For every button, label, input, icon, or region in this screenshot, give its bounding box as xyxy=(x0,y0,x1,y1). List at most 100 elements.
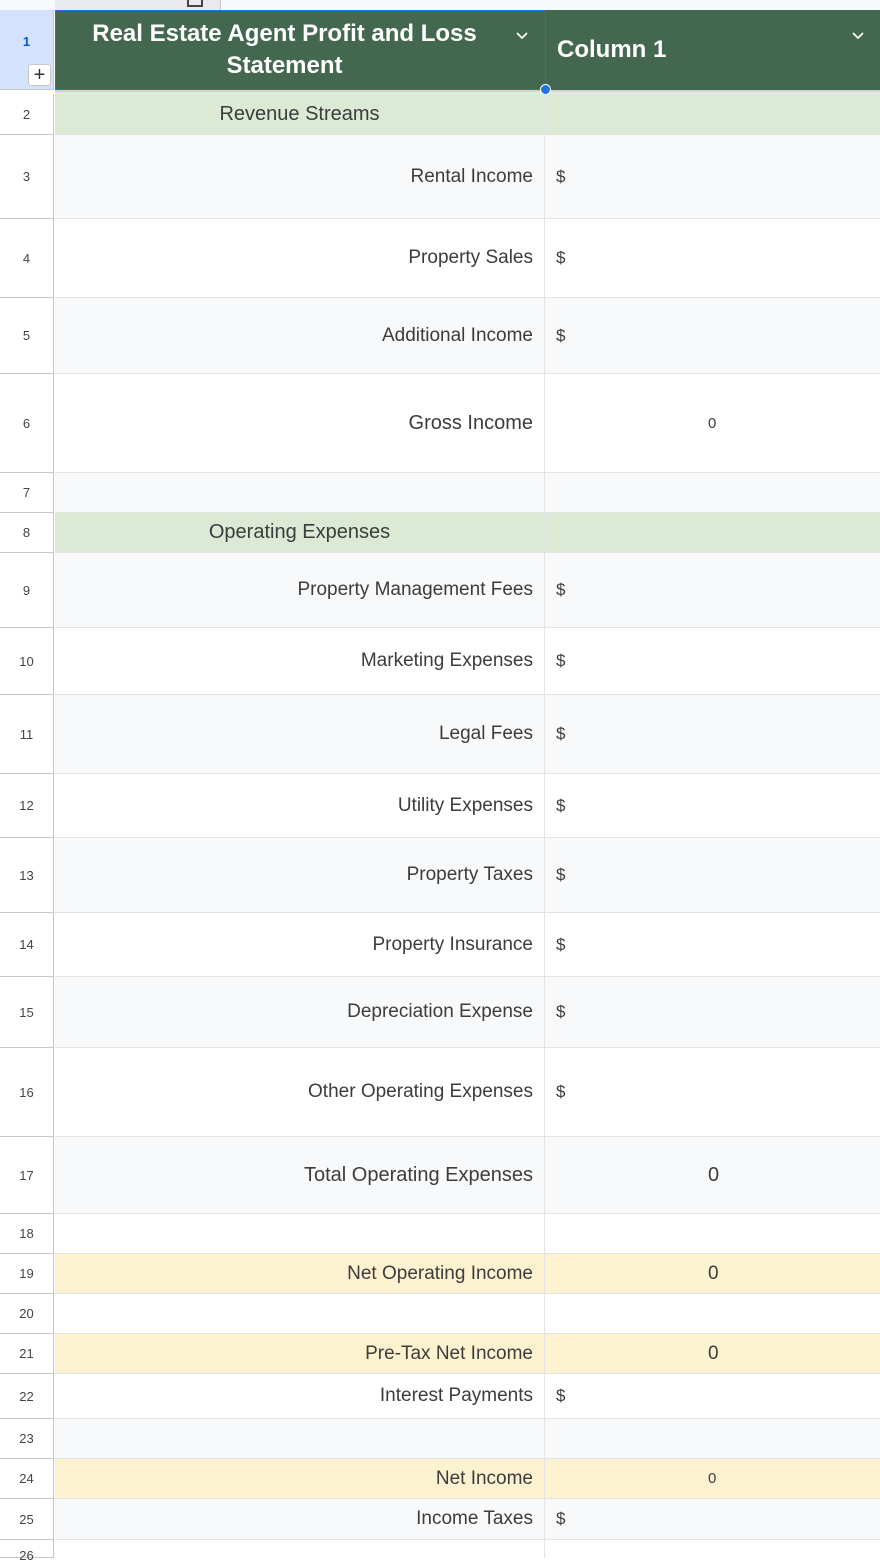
row-number: 26 xyxy=(19,1548,34,1563)
label-cell[interactable]: Interest Payments xyxy=(55,1374,545,1419)
row-number: 7 xyxy=(22,485,31,500)
value-cell[interactable]: $ xyxy=(545,1048,880,1137)
label-cell[interactable]: Property Taxes xyxy=(55,838,545,913)
row-header-20[interactable]: 20 xyxy=(0,1294,54,1334)
value-cell[interactable] xyxy=(545,513,880,553)
empty-cell[interactable] xyxy=(55,1214,545,1254)
value-cell[interactable]: 0 xyxy=(545,1334,880,1374)
row-header-1[interactable]: 1 xyxy=(0,10,54,90)
row-header-4[interactable]: 4 xyxy=(0,219,54,298)
row-header-17[interactable]: 17 xyxy=(0,1137,54,1214)
value-cell[interactable]: 0 xyxy=(545,1137,880,1214)
empty-cell[interactable] xyxy=(55,1294,545,1334)
label-cell[interactable]: Income Taxes xyxy=(55,1499,545,1540)
toolbar-tab-icon[interactable] xyxy=(165,0,221,10)
tray-icon xyxy=(187,0,203,7)
label-cell[interactable]: Legal Fees xyxy=(55,695,545,774)
empty-cell[interactable] xyxy=(545,1540,880,1558)
label-cell[interactable]: Marketing Expenses xyxy=(55,628,545,695)
row-header-11[interactable]: 11 xyxy=(0,695,54,774)
row-header-16[interactable]: 16 xyxy=(0,1048,54,1137)
label-cell[interactable]: Additional Income xyxy=(55,298,545,374)
label-cell[interactable]: Property Insurance xyxy=(55,913,545,977)
label-cell[interactable]: Property Management Fees xyxy=(55,553,545,628)
line-item-label: Legal Fees xyxy=(438,723,533,744)
label-cell[interactable]: Pre-Tax Net Income xyxy=(55,1334,545,1374)
value-cell[interactable]: $ xyxy=(545,553,880,628)
toolbar-tab[interactable] xyxy=(55,0,166,10)
label-cell[interactable]: Net Income xyxy=(55,1459,545,1499)
column-a-header[interactable]: Real Estate Agent Profit and Loss Statem… xyxy=(55,10,546,90)
row-header-3[interactable]: 3 xyxy=(0,135,54,219)
column-b-header[interactable]: Column 1 xyxy=(546,10,880,90)
value-cell[interactable]: 0 xyxy=(545,374,880,473)
label-cell[interactable]: Depreciation Expense xyxy=(55,977,545,1048)
value-cell[interactable] xyxy=(545,94,880,135)
empty-cell[interactable] xyxy=(545,1419,880,1459)
row-header-26[interactable]: 26 xyxy=(0,1540,54,1563)
row-header-25[interactable]: 25 xyxy=(0,1499,54,1540)
row-header-5[interactable]: 5 xyxy=(0,298,54,374)
row-number: 1 xyxy=(22,34,31,49)
column-b-title: Column 1 xyxy=(557,36,667,63)
row-header-13[interactable]: 13 xyxy=(0,838,54,913)
value-cell[interactable]: $ xyxy=(545,838,880,913)
row-header-10[interactable]: 10 xyxy=(0,628,54,695)
chevron-down-icon[interactable] xyxy=(852,32,864,42)
section-title-cell[interactable]: Revenue Streams xyxy=(55,94,545,135)
empty-cell[interactable] xyxy=(55,1540,545,1558)
row-header-23[interactable]: 23 xyxy=(0,1419,54,1459)
label-cell[interactable]: Gross Income xyxy=(55,374,545,473)
label-cell[interactable]: Property Sales xyxy=(55,219,545,298)
currency-value: $ xyxy=(556,651,566,670)
empty-cell[interactable] xyxy=(545,473,880,513)
value-cell[interactable]: $ xyxy=(545,977,880,1048)
row-header-21[interactable]: 21 xyxy=(0,1334,54,1374)
value-cell[interactable]: $ xyxy=(545,695,880,774)
row-header-9[interactable]: 9 xyxy=(0,553,54,628)
section-title-cell[interactable]: Operating Expenses xyxy=(55,513,545,553)
column-a-title: Real Estate Agent Profit and Loss Statem… xyxy=(92,20,477,79)
value-cell[interactable]: $ xyxy=(545,135,880,219)
row-header-8[interactable]: 8 xyxy=(0,513,54,553)
empty-cell[interactable] xyxy=(55,1419,545,1459)
value-cell[interactable]: $ xyxy=(545,628,880,695)
row-header-19[interactable]: 19 xyxy=(0,1254,54,1294)
row-header-14[interactable]: 14 xyxy=(0,913,54,977)
line-item-label: Income Taxes xyxy=(416,1508,533,1529)
row-header-2[interactable]: 2 xyxy=(0,94,54,135)
value-cell[interactable]: $ xyxy=(545,1499,880,1540)
line-item-label: Property Management Fees xyxy=(297,579,533,600)
row-header-6[interactable]: 6 xyxy=(0,374,54,473)
row-header-22[interactable]: 22 xyxy=(0,1374,54,1419)
value-cell[interactable]: $ xyxy=(545,219,880,298)
row-header-12[interactable]: 12 xyxy=(0,774,54,838)
value-cell[interactable]: 0 xyxy=(545,1254,880,1294)
row-number: 25 xyxy=(19,1511,34,1527)
value-cell[interactable]: $ xyxy=(545,774,880,838)
row-header-24[interactable]: 24 xyxy=(0,1459,54,1499)
currency-value: $ xyxy=(556,795,566,815)
label-cell[interactable]: Net Operating Income xyxy=(55,1254,545,1294)
line-item-label: Property Insurance xyxy=(372,933,533,955)
row-number: 22 xyxy=(19,1388,34,1404)
empty-cell[interactable] xyxy=(545,1294,880,1334)
row-header-18[interactable]: 18 xyxy=(0,1214,54,1254)
label-cell[interactable]: Utility Expenses xyxy=(55,774,545,838)
value-cell[interactable]: 0 xyxy=(545,1459,880,1499)
row-header-15[interactable]: 15 xyxy=(0,977,54,1048)
add-row-button[interactable]: + xyxy=(28,64,51,86)
value-cell[interactable]: $ xyxy=(545,1374,880,1419)
chevron-down-icon[interactable] xyxy=(516,32,528,42)
empty-cell[interactable] xyxy=(545,1214,880,1254)
row-header-7[interactable]: 7 xyxy=(0,473,54,513)
label-cell[interactable]: Other Operating Expenses xyxy=(55,1048,545,1137)
value-cell[interactable]: $ xyxy=(545,298,880,374)
row-number: 16 xyxy=(19,1084,34,1100)
currency-value: $ xyxy=(556,1002,566,1021)
empty-cell[interactable] xyxy=(55,473,545,513)
total-label: Net Operating Income xyxy=(347,1262,533,1284)
label-cell[interactable]: Rental Income xyxy=(55,135,545,219)
value-cell[interactable]: $ xyxy=(545,913,880,977)
label-cell[interactable]: Total Operating Expenses xyxy=(55,1137,545,1214)
